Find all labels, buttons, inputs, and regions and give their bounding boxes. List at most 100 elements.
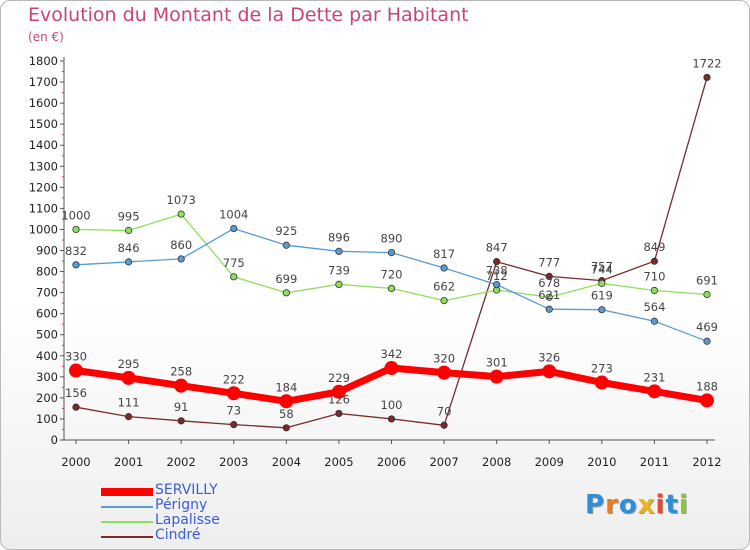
y-tick-label: 900 [36,244,58,258]
x-tick-label: 2006 [377,455,406,469]
data-point-servilly [174,378,189,393]
x-tick-label: 2011 [640,455,669,469]
y-tick-label: 0 [51,433,58,447]
legend-swatch [101,506,153,508]
legend-label: SERVILLY [155,482,218,498]
data-label-lapalisse: 662 [433,280,455,294]
x-tick-label: 2009 [535,455,564,469]
data-label-perigny: 738 [486,264,508,278]
legend-item-servilly: SERVILLY [101,482,321,499]
data-point-servilly [437,365,452,380]
data-label-lapalisse: 1000 [61,208,90,222]
data-label-servilly: 229 [328,371,350,385]
data-label-servilly: 273 [591,362,613,376]
data-label-lapalisse: 995 [118,209,140,223]
x-tick-label: 2012 [692,455,721,469]
data-point-perigny [545,305,553,313]
data-label-servilly: 330 [65,350,87,364]
data-label-perigny: 619 [591,289,613,303]
data-point-lapalisse [545,293,553,301]
data-point-cindre [440,421,448,429]
x-tick-label: 2004 [272,455,301,469]
data-point-servilly [384,360,399,375]
line-chart: 0100200300400500600700800900100011001200… [29,54,722,469]
data-label-perigny: 896 [328,230,350,244]
x-tick-label: 2000 [61,455,90,469]
data-label-perigny: 860 [170,238,192,252]
y-tick-label: 700 [36,286,58,300]
legend: SERVILLY Périgny Lapalisse Cindré [101,482,321,544]
data-point-lapalisse [703,290,711,299]
y-tick-label: 600 [36,307,58,321]
y-tick-label: 1700 [29,75,58,89]
data-point-perigny [440,264,448,272]
legend-swatch [101,536,153,538]
data-point-cindre [493,258,501,266]
data-label-cindre: 156 [65,386,87,400]
y-tick-label: 200 [36,391,58,405]
data-point-cindre [177,417,185,425]
data-point-cindre [703,73,711,82]
data-point-perigny [72,261,80,269]
data-label-cindre: 847 [486,241,508,255]
data-point-cindre [230,421,238,429]
x-tick-label: 2003 [219,455,248,469]
data-point-perigny [124,258,133,266]
data-label-lapalisse: 678 [538,276,560,290]
data-label-servilly: 342 [381,347,403,361]
series-points [69,73,714,432]
data-label-servilly: 326 [538,350,560,364]
data-point-perigny [387,249,396,257]
y-tick-label: 1500 [29,117,58,131]
data-label-perigny: 890 [381,232,403,246]
y-tick-label: 1800 [29,54,58,68]
data-point-lapalisse [124,226,133,235]
data-point-servilly [542,364,557,379]
data-point-lapalisse [335,280,343,288]
legend-swatch [101,521,153,523]
data-label-perigny: 621 [538,288,560,302]
data-point-cindre [72,403,80,411]
data-label-servilly: 222 [223,372,245,386]
data-label-cindre: 126 [328,392,350,406]
y-tick-label: 100 [36,412,58,426]
data-label-lapalisse: 712 [486,269,508,283]
data-point-perigny [650,317,659,325]
data-point-servilly [331,384,346,399]
x-tick-label: 2001 [114,455,143,469]
data-label-servilly: 188 [696,379,718,393]
y-tick-label: 400 [36,349,58,363]
x-tick-label: 2008 [482,455,511,469]
data-label-perigny: 832 [65,244,87,258]
legend-label: Périgny [155,497,208,513]
data-label-servilly: 295 [118,357,140,371]
data-point-servilly [226,386,241,401]
chart-title: Evolution du Montant de la Dette par Hab… [28,4,469,26]
legend-swatch [101,488,153,496]
data-label-lapalisse: 720 [381,267,403,281]
data-label-cindre: 91 [174,400,189,414]
x-tick-label: 2007 [429,455,458,469]
data-label-perigny: 846 [118,241,140,255]
x-tick-label: 2005 [324,455,353,469]
data-label-cindre: 777 [538,255,560,269]
data-label-lapalisse: 1073 [167,193,196,207]
y-tick-label: 1600 [29,96,58,110]
data-point-servilly [700,393,714,408]
chart-subtitle: (en €) [28,30,64,44]
y-tick-label: 500 [36,328,58,342]
data-point-lapalisse [440,297,448,305]
y-tick-label: 1000 [29,222,58,236]
y-tick-label: 1300 [29,159,58,173]
data-point-servilly [69,363,83,378]
data-point-perigny [493,281,501,289]
x-tick-label: 2010 [587,455,616,469]
axes: 0100200300400500600700800900100011001200… [29,54,722,469]
data-point-perigny [282,241,290,249]
data-label-perigny: 925 [275,224,297,238]
data-point-servilly [594,375,609,390]
data-point-cindre [335,409,343,418]
legend-item-cindre: Cindré [101,527,321,544]
legend-label: Cindré [155,527,201,543]
